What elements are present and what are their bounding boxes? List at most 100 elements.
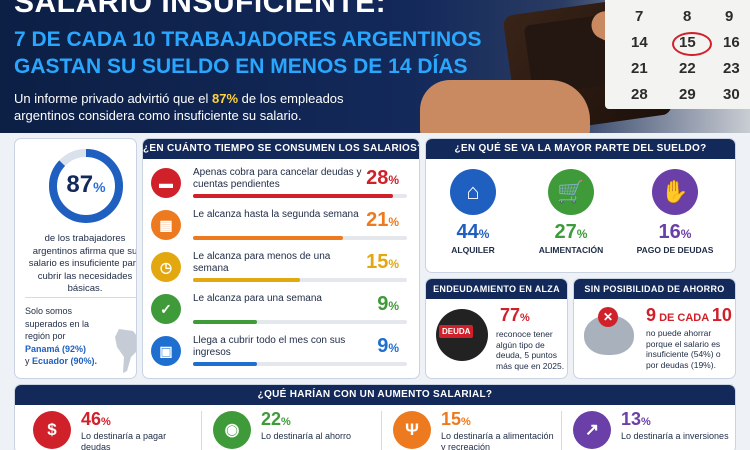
raise-percent: 15% bbox=[441, 409, 471, 429]
raise-pct-value: 13 bbox=[621, 409, 642, 429]
raise-item: ◉ 22% Lo destinaría al ahorro bbox=[207, 409, 377, 449]
clock-icon: ◷ bbox=[151, 252, 181, 282]
insufficient-salary-card: 87% de los trabajadores argentinos afirm… bbox=[14, 138, 137, 379]
row-text: Le alcanza para menos de una semana bbox=[193, 251, 331, 274]
donut-value: 87 bbox=[66, 171, 94, 198]
row-text: Llega a cubrir todo el mes con sus ingre… bbox=[193, 335, 346, 358]
divider bbox=[25, 297, 136, 298]
row-pct-value: 15 bbox=[366, 251, 389, 273]
time-row: ▬ Apenas cobra para cancelar deudas y cue… bbox=[151, 165, 413, 203]
spending-card: ¿EN QUÉ SE VA LA MAYOR PARTE DEL SUELDO?… bbox=[425, 138, 736, 273]
page-subtitle: 7 DE CADA 10 TRABAJADORES ARGENTINOS GAS… bbox=[14, 26, 482, 80]
raise-item: Ψ 15% Lo destinaría a alimentación y recre… bbox=[387, 409, 557, 450]
spend-label: PAGO DE DEUDAS bbox=[636, 245, 714, 255]
money-hand-icon: ✋ bbox=[652, 169, 698, 215]
saving-mid: DE CADA bbox=[656, 312, 712, 324]
spend-pct: 44 bbox=[456, 221, 479, 243]
calendar-day: 23 bbox=[723, 60, 740, 77]
row-percent: 9% bbox=[377, 293, 399, 315]
row-bar-track bbox=[193, 362, 407, 366]
card-icon: ▬ bbox=[151, 168, 181, 198]
row-pct-value: 21 bbox=[366, 209, 389, 231]
raise-item: $46% Lo destinaría a pagar deudas bbox=[27, 409, 197, 450]
region-ecuador: Ecuador (90%). bbox=[32, 356, 98, 366]
desc-line-2: argentinos considera como insuficiente s… bbox=[14, 108, 302, 123]
row-text: Le alcanza para una semana bbox=[193, 293, 322, 304]
calendar-day: 9 bbox=[725, 8, 734, 25]
row-bar-track bbox=[193, 236, 407, 240]
row-bar-fill bbox=[193, 362, 258, 366]
page-title: SALARIO INSUFICIENTE: bbox=[14, 0, 387, 19]
debt-badge: DEUDA bbox=[439, 325, 474, 338]
calendar-illustration: 7 8 9 14 15 16 21 22 23 28 29 30 bbox=[605, 0, 750, 109]
hand-illustration bbox=[420, 80, 590, 133]
calendar-icon: ▦ bbox=[151, 210, 181, 240]
debt-pct-value: 77 bbox=[500, 305, 521, 325]
calendar-day: 22 bbox=[679, 60, 696, 77]
raise-percent: 46% bbox=[81, 409, 111, 429]
debt-percent: 77% bbox=[500, 305, 530, 325]
time-consumption-card: ¿EN CUÁNTO TIEMPO SE CONSUMEN LOS SALARI… bbox=[142, 138, 420, 379]
raise-item: ↗ 13% Lo destinaría a inversiones bbox=[567, 409, 735, 449]
left-card-text: de los trabajadores argentinos afirma qu… bbox=[28, 233, 137, 294]
spend-pct: 16 bbox=[658, 221, 681, 243]
row-pct-value: 9 bbox=[377, 335, 389, 357]
row-pct-value: 28 bbox=[366, 167, 389, 189]
saving-num-a: 9 bbox=[646, 305, 657, 325]
raise-text: Lo destinaría al ahorro bbox=[261, 431, 352, 441]
spending-card-title: ¿EN QUÉ SE VA LA MAYOR PARTE DEL SUELDO? bbox=[426, 139, 735, 159]
time-row: ✓ Le alcanza para una semana 9% bbox=[151, 291, 413, 329]
house-icon: ⌂ bbox=[450, 169, 496, 215]
raise-text: Lo destinaría a inversiones bbox=[621, 431, 729, 441]
row-bar-fill bbox=[193, 320, 258, 324]
time-row: ◷ Le alcanza para menos de una semana 15% bbox=[151, 249, 413, 287]
raise-text: Lo destinaría a alimentación y recreació… bbox=[441, 431, 554, 450]
row-text: Le alcanza hasta la segunda semana bbox=[193, 209, 359, 220]
wallet-icon: ▣ bbox=[151, 336, 181, 366]
saving-card: SIN POSIBILIDAD DE AHORRO ✕ 9 DE CADA 10… bbox=[573, 278, 736, 379]
spend-item-rent: ⌂ 44% ALQUILER bbox=[428, 169, 518, 255]
debt-card: ENDEUDAMIENTO EN ALZA DEUDA 77% reconoce… bbox=[425, 278, 568, 379]
saving-num-b: 10 bbox=[711, 305, 732, 325]
row-percent: 15% bbox=[366, 251, 399, 273]
subtitle-line-2: GASTAN SU SUELDO EN MENOS DE 14 DÍAS bbox=[14, 55, 468, 78]
row-text: Apenas cobra para cancelar deudas y cuen… bbox=[193, 167, 362, 190]
saving-card-title: SIN POSIBILIDAD DE AHORRO bbox=[574, 279, 735, 299]
time-card-title: ¿EN CUÁNTO TIEMPO SE CONSUMEN LOS SALARI… bbox=[143, 139, 419, 159]
spend-item-debts: ✋ 16% PAGO DE DEUDAS bbox=[630, 169, 720, 255]
row-bar-track bbox=[193, 278, 407, 282]
cart-icon: 🛒 bbox=[548, 169, 594, 215]
calendar-day: 29 bbox=[679, 86, 696, 103]
spend-item-food: 🛒 27% ALIMENTACIÓN bbox=[526, 169, 616, 255]
raise-percent: 13% bbox=[621, 409, 651, 429]
raise-pct-value: 15 bbox=[441, 409, 462, 429]
row-bar-fill bbox=[193, 194, 393, 198]
debt-text: reconoce tener algún tipo de deuda, 5 pu… bbox=[496, 329, 565, 371]
raise-pct-value: 22 bbox=[261, 409, 282, 429]
growth-icon: ↗ bbox=[573, 411, 611, 449]
calendar-check-icon: ✓ bbox=[151, 294, 181, 324]
desc-text: Un informe privado advirtió que el bbox=[14, 91, 212, 106]
raise-percent: 22% bbox=[261, 409, 291, 429]
divider bbox=[381, 411, 382, 450]
raise-card-title: ¿QUÉ HARÍAN CON UN AUMENTO SALARIAL? bbox=[15, 385, 735, 405]
south-america-map-icon bbox=[115, 329, 136, 373]
row-percent: 21% bbox=[366, 209, 399, 231]
region-panama: Panamá (92%) bbox=[25, 343, 87, 354]
spend-label: ALIMENTACIÓN bbox=[538, 245, 604, 255]
donut-arc bbox=[49, 149, 123, 223]
row-bar-track bbox=[193, 194, 407, 198]
calendar-highlight-circle bbox=[672, 32, 712, 56]
spend-label: ALQUILER bbox=[451, 245, 495, 255]
piggy-icon: ◉ bbox=[213, 411, 251, 449]
desc-highlight: 87% bbox=[212, 91, 239, 106]
row-percent: 28% bbox=[366, 167, 399, 189]
region-text: Solo somos superados en la región por Pa… bbox=[25, 305, 115, 368]
row-bar-track bbox=[193, 320, 407, 324]
debt-card-title: ENDEUDAMIENTO EN ALZA bbox=[426, 279, 567, 299]
calendar-day: 21 bbox=[631, 60, 648, 77]
close-icon: ✕ bbox=[598, 307, 618, 327]
time-row: ▣ Llega a cubrir todo el mes con sus ingr… bbox=[151, 333, 413, 371]
calendar-day: 30 bbox=[723, 86, 740, 103]
calendar-day: 14 bbox=[631, 34, 648, 51]
